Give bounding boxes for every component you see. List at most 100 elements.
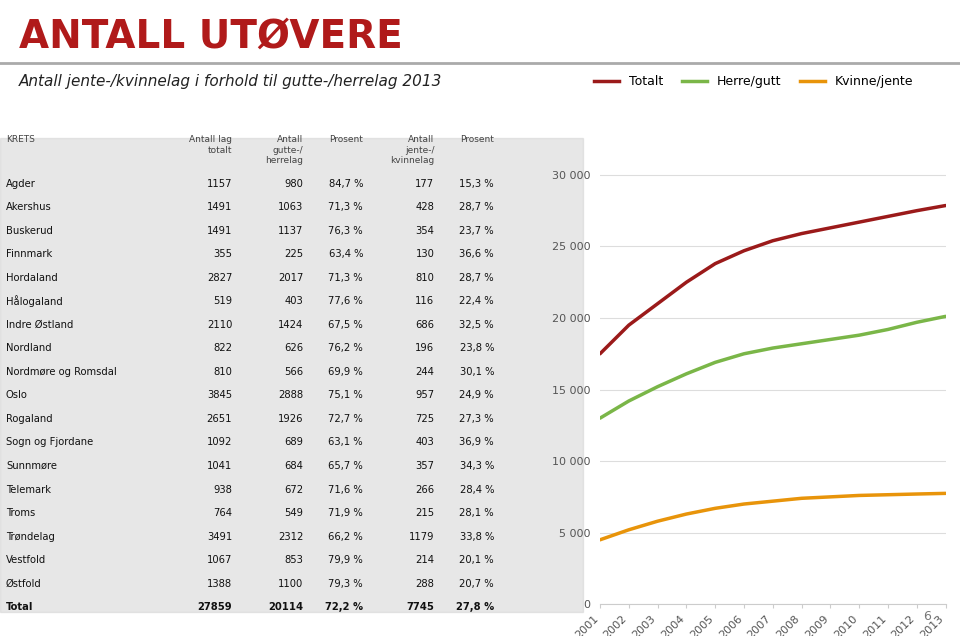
Text: 84,7 %: 84,7 % [328,179,363,188]
Text: 957: 957 [416,391,435,401]
Text: 672: 672 [284,485,303,495]
Text: Antall
jente-/
kvinnelag: Antall jente-/ kvinnelag [391,135,435,165]
Text: 71,3 %: 71,3 % [328,273,363,282]
Text: 15,3 %: 15,3 % [460,179,494,188]
Text: 1092: 1092 [206,438,232,448]
Text: 549: 549 [284,508,303,518]
Text: 69,9 %: 69,9 % [328,367,363,377]
Text: Agder: Agder [6,179,36,188]
Text: Antall lag
totalt: Antall lag totalt [189,135,232,155]
Text: 403: 403 [416,438,435,448]
Text: 177: 177 [416,179,435,188]
Text: Antall jente-/kvinnelag i forhold til gutte-/herrelag 2013: Antall jente-/kvinnelag i forhold til gu… [19,74,443,90]
Text: 63,4 %: 63,4 % [328,249,363,259]
Text: 20,7 %: 20,7 % [460,579,494,589]
Text: 938: 938 [213,485,232,495]
Text: 28,1 %: 28,1 % [460,508,494,518]
Text: 1157: 1157 [206,179,232,188]
Text: 130: 130 [416,249,435,259]
Text: Troms: Troms [6,508,36,518]
Text: 77,6 %: 77,6 % [328,296,363,306]
Text: 1926: 1926 [278,414,303,424]
Text: 288: 288 [416,579,435,589]
Text: 684: 684 [285,461,303,471]
Text: 32,5 %: 32,5 % [460,320,494,330]
Text: 355: 355 [213,249,232,259]
Text: 225: 225 [284,249,303,259]
Text: 1067: 1067 [206,555,232,565]
Text: Sunnmøre: Sunnmøre [6,461,57,471]
Text: 1063: 1063 [278,202,303,212]
Text: 79,9 %: 79,9 % [328,555,363,565]
Text: 3491: 3491 [206,532,232,542]
Text: Sogn og Fjordane: Sogn og Fjordane [6,438,93,448]
Text: 67,5 %: 67,5 % [328,320,363,330]
Text: 853: 853 [285,555,303,565]
Text: 33,8 %: 33,8 % [460,532,494,542]
Text: Indre Østland: Indre Østland [6,320,73,330]
Text: 1137: 1137 [278,226,303,235]
Text: 1100: 1100 [278,579,303,589]
Text: 822: 822 [213,343,232,354]
Text: 357: 357 [416,461,435,471]
Text: 244: 244 [416,367,435,377]
Text: 2017: 2017 [278,273,303,282]
Text: ANTALL UTØVERE: ANTALL UTØVERE [19,17,403,55]
Text: 34,3 %: 34,3 % [460,461,494,471]
Text: 28,4 %: 28,4 % [460,485,494,495]
Text: 2312: 2312 [278,532,303,542]
Text: 28,7 %: 28,7 % [460,273,494,282]
Text: 3845: 3845 [207,391,232,401]
Text: 63,1 %: 63,1 % [328,438,363,448]
Text: 2110: 2110 [206,320,232,330]
Text: 76,2 %: 76,2 % [328,343,363,354]
Text: Buskerud: Buskerud [6,226,53,235]
Text: 71,3 %: 71,3 % [328,202,363,212]
Text: 36,9 %: 36,9 % [460,438,494,448]
Text: 2651: 2651 [206,414,232,424]
Text: 36,6 %: 36,6 % [460,249,494,259]
Text: 71,9 %: 71,9 % [328,508,363,518]
Text: 689: 689 [284,438,303,448]
Text: 566: 566 [284,367,303,377]
Text: 66,2 %: 66,2 % [328,532,363,542]
Text: 23,7 %: 23,7 % [460,226,494,235]
Text: 1388: 1388 [207,579,232,589]
Text: 7745: 7745 [407,602,435,612]
Text: Rogaland: Rogaland [6,414,53,424]
Text: 686: 686 [416,320,435,330]
Text: Trøndelag: Trøndelag [6,532,55,542]
Text: 24,9 %: 24,9 % [460,391,494,401]
Text: 2827: 2827 [206,273,232,282]
Text: 519: 519 [213,296,232,306]
Text: Østfold: Østfold [6,579,41,589]
Text: 27,8 %: 27,8 % [456,602,494,612]
Text: 1424: 1424 [278,320,303,330]
Text: 20114: 20114 [269,602,303,612]
Text: 2888: 2888 [278,391,303,401]
Text: Antall
gutte-/
herrelag: Antall gutte-/ herrelag [266,135,303,165]
Text: 764: 764 [213,508,232,518]
Text: 1491: 1491 [206,202,232,212]
Text: 214: 214 [416,555,435,565]
Text: KRETS: KRETS [6,135,35,144]
Text: 79,3 %: 79,3 % [328,579,363,589]
Text: 1041: 1041 [206,461,232,471]
Text: 65,7 %: 65,7 % [328,461,363,471]
Text: Total: Total [6,602,34,612]
Legend: Totalt, Herre/gutt, Kvinne/jente: Totalt, Herre/gutt, Kvinne/jente [589,70,919,93]
Text: Nordland: Nordland [6,343,52,354]
Text: Telemark: Telemark [6,485,51,495]
Text: 71,6 %: 71,6 % [328,485,363,495]
Text: Prosent: Prosent [329,135,363,144]
Text: 27859: 27859 [198,602,232,612]
Text: 626: 626 [284,343,303,354]
Text: 1179: 1179 [409,532,435,542]
Text: 116: 116 [416,296,435,306]
Text: 27,3 %: 27,3 % [460,414,494,424]
Text: Prosent: Prosent [460,135,494,144]
Text: 75,1 %: 75,1 % [328,391,363,401]
Text: 72,7 %: 72,7 % [328,414,363,424]
Text: Hålogaland: Hålogaland [6,295,62,307]
Text: 354: 354 [416,226,435,235]
